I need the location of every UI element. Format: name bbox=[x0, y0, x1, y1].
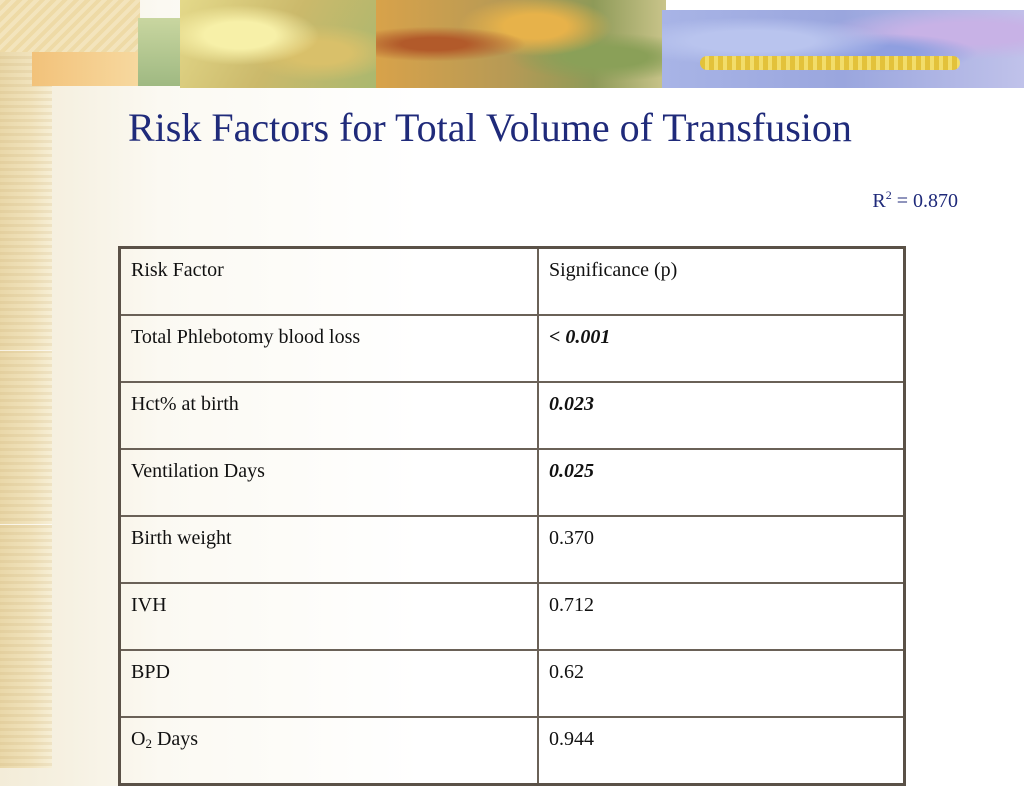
significance-cell: 0.025 bbox=[537, 448, 906, 517]
r2-exponent: 2 bbox=[885, 188, 892, 202]
banner-leaf-image bbox=[376, 0, 666, 88]
slide-title: Risk Factors for Total Volume of Transfu… bbox=[128, 105, 852, 150]
o2-base: O bbox=[131, 728, 146, 750]
decorative-top-banner bbox=[0, 0, 1024, 88]
r-squared-label: R2 = 0.870 bbox=[872, 188, 958, 213]
significance-cell: 0.023 bbox=[537, 381, 906, 450]
table-row: BPD 0.62 bbox=[118, 649, 906, 718]
significance-cell: < 0.001 bbox=[537, 314, 906, 383]
risk-factor-cell: O2 Days bbox=[118, 716, 539, 786]
strip-divider bbox=[0, 524, 52, 525]
table-row: Hct% at birth 0.023 bbox=[118, 381, 906, 450]
header-significance: Significance (p) bbox=[537, 246, 906, 316]
banner-tile bbox=[32, 52, 142, 86]
r2-base: R bbox=[872, 190, 886, 212]
significance-cell: 0.370 bbox=[537, 515, 906, 584]
banner-leaf-image bbox=[180, 0, 380, 88]
risk-factor-cell: Ventilation Days bbox=[118, 448, 539, 517]
o2-rest: Days bbox=[151, 728, 199, 750]
table-header-row: Risk Factor Significance (p) bbox=[118, 246, 906, 316]
table-row: IVH 0.712 bbox=[118, 582, 906, 651]
decorative-left-strip bbox=[0, 0, 52, 768]
significance-cell: 0.944 bbox=[537, 716, 906, 786]
risk-factor-table: Risk Factor Significance (p) Total Phleb… bbox=[118, 246, 906, 786]
header-risk-factor: Risk Factor bbox=[118, 246, 539, 316]
table-row: O2 Days 0.944 bbox=[118, 716, 906, 786]
o2-subscript: 2 bbox=[145, 736, 152, 751]
risk-factor-cell: BPD bbox=[118, 649, 539, 718]
risk-factor-cell: Total Phlebotomy blood loss bbox=[118, 314, 539, 383]
significance-cell: 0.712 bbox=[537, 582, 906, 651]
table-row: Total Phlebotomy blood loss < 0.001 bbox=[118, 314, 906, 383]
banner-grain-image bbox=[700, 56, 960, 70]
strip-divider bbox=[0, 350, 52, 351]
r2-value: = 0.870 bbox=[891, 190, 958, 212]
banner-tile bbox=[0, 0, 140, 52]
table-row: Ventilation Days 0.025 bbox=[118, 448, 906, 517]
banner-tile bbox=[138, 18, 186, 86]
risk-factor-cell: Hct% at birth bbox=[118, 381, 539, 450]
risk-factor-cell: Birth weight bbox=[118, 515, 539, 584]
table-row: Birth weight 0.370 bbox=[118, 515, 906, 584]
banner-flower-image bbox=[662, 10, 1024, 88]
risk-factor-cell: IVH bbox=[118, 582, 539, 651]
significance-cell: 0.62 bbox=[537, 649, 906, 718]
